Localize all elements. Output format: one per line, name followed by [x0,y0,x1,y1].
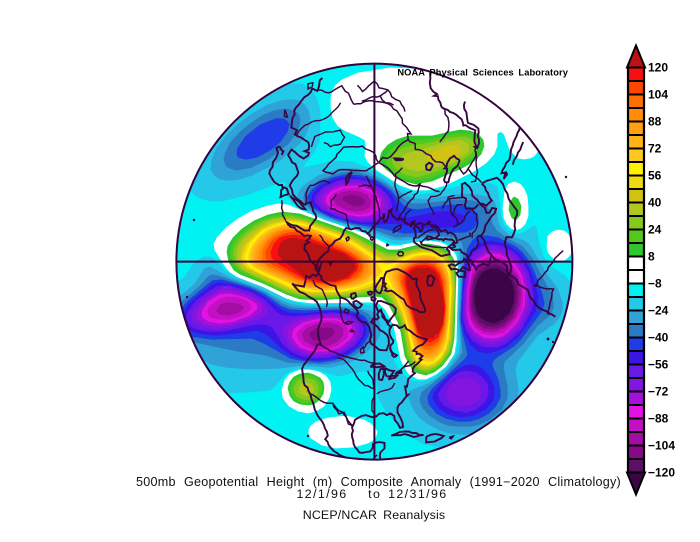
svg-text:−104: −104 [648,439,675,453]
svg-text:NCEP/NCAR Reanalysis: NCEP/NCAR Reanalysis [303,508,446,522]
svg-text:40: 40 [648,196,662,210]
svg-text:56: 56 [648,169,662,183]
svg-text:−40: −40 [648,331,669,345]
svg-text:500mb Geopotential Height (m): 500mb Geopotential Height (m) Composite … [136,475,621,489]
svg-text:72: 72 [648,142,662,156]
svg-text:−72: −72 [648,385,669,399]
svg-text:NOAA Physical Sciences Laborat: NOAA Physical Sciences Laboratory [397,68,568,78]
svg-text:−120: −120 [648,466,675,480]
svg-text:−24: −24 [648,304,669,318]
svg-text:8: 8 [648,250,655,264]
svg-text:12/1/96 to 12/31/96: 12/1/96 to 12/31/96 [296,487,447,501]
svg-text:104: 104 [648,88,668,102]
svg-text:−8: −8 [648,277,662,291]
svg-text:−88: −88 [648,412,669,426]
svg-text:24: 24 [648,223,662,237]
svg-text:120: 120 [648,61,668,75]
svg-text:88: 88 [648,115,662,129]
svg-text:−56: −56 [648,358,669,372]
